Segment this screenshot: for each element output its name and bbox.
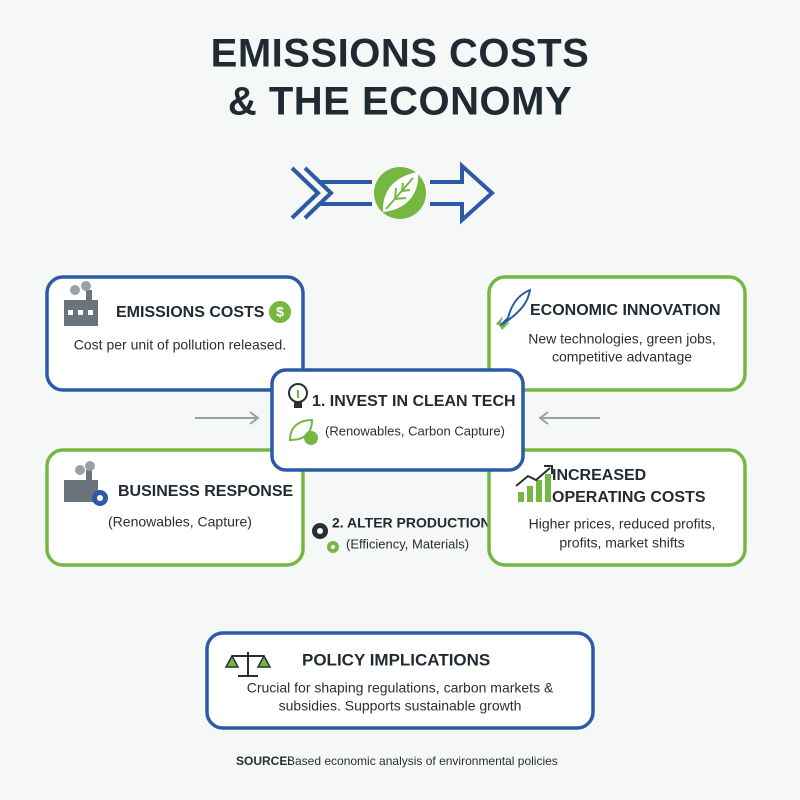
svg-text:$: $ <box>276 304 284 320</box>
step-text: (Efficiency, Materials) <box>346 536 469 551</box>
box-text: Crucial for shaping regulations, carbon … <box>247 680 554 696</box>
box-heading: POLICY IMPLICATIONS <box>302 650 490 669</box>
gears-icon <box>312 523 339 553</box>
box-text: competitive advantage <box>552 349 692 365</box>
box-text: (Renowables, Carbon Capture) <box>325 423 505 438</box>
box <box>45 448 305 567</box>
box <box>270 368 525 472</box>
leaf-icon <box>288 418 318 445</box>
factory-gear-icon <box>64 461 108 506</box>
step-heading: 2. ALTER PRODUCTION <box>332 515 491 531</box>
connector-arrows <box>195 411 600 425</box>
bulb-icon <box>288 383 308 408</box>
source-label: SOURCE: <box>236 754 291 768</box>
factory-icon <box>64 281 98 326</box>
title-line: & THE ECONOMY <box>228 80 572 124</box>
box-text: (Renowables, Capture) <box>108 514 252 530</box>
box-heading: INCREASED <box>552 467 646 484</box>
arrow-leaf-graphic <box>290 161 495 225</box>
scales-icon <box>224 652 272 677</box>
box-heading: 1. INVEST IN CLEAN TECH <box>312 393 516 410</box>
dollar-icon: $ <box>269 301 291 323</box>
box-text: Cost per unit of pollution released. <box>74 337 286 353</box>
rocket-icon <box>496 288 532 330</box>
box <box>45 275 305 392</box>
box <box>487 448 747 567</box>
box-heading: ECONOMIC INNOVATION <box>530 302 721 319</box>
box-heading: OPERATING COSTS <box>552 489 706 506</box>
title-line: EMISSIONS COSTS <box>211 32 590 76</box>
box-text: profits, market shifts <box>559 535 684 551</box>
box <box>205 631 595 730</box>
box-heading: EMISSIONS COSTS <box>116 304 265 321</box>
box-text: New technologies, green jobs, <box>528 331 716 347</box>
box <box>487 275 747 392</box>
chart-up-icon <box>515 465 553 502</box>
box-text: Higher prices, reduced profits, <box>529 516 716 532</box>
box-text: subsidies. Supports sustainable growth <box>279 698 522 714</box>
source-text: Based economic analysis of environmental… <box>287 754 558 768</box>
box-heading: BUSINESS RESPONSE <box>118 483 293 500</box>
